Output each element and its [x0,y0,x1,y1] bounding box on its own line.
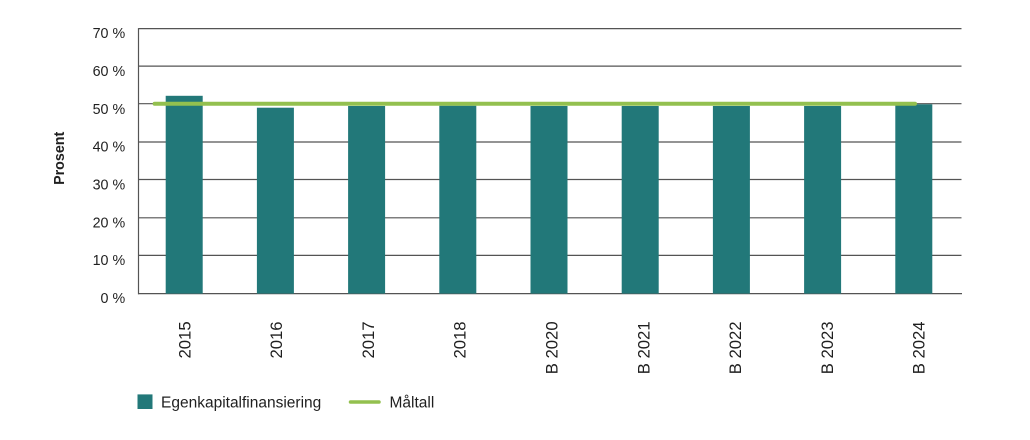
svg-text:60 %: 60 % [93,64,126,80]
svg-text:B 2020: B 2020 [543,321,562,374]
svg-text:Prosent: Prosent [52,131,68,184]
svg-text:B 2023: B 2023 [818,321,837,374]
svg-text:2016: 2016 [267,321,286,358]
svg-text:30 %: 30 % [93,178,126,194]
svg-text:B 2022: B 2022 [726,321,745,374]
svg-text:50 %: 50 % [93,102,126,118]
svg-text:2017: 2017 [359,321,378,358]
svg-text:B 2024: B 2024 [910,321,929,374]
svg-text:10 %: 10 % [93,253,126,269]
svg-text:Egenkapitalfinansiering: Egenkapitalfinansiering [161,395,321,412]
svg-text:20 %: 20 % [93,215,126,231]
svg-text:B 2021: B 2021 [634,321,653,374]
svg-text:0 %: 0 % [101,291,126,307]
svg-text:40 %: 40 % [93,140,126,156]
svg-text:2015: 2015 [175,321,194,358]
svg-text:70 %: 70 % [93,26,126,42]
svg-text:Måltall: Måltall [390,394,435,411]
svg-text:2018: 2018 [451,321,470,358]
